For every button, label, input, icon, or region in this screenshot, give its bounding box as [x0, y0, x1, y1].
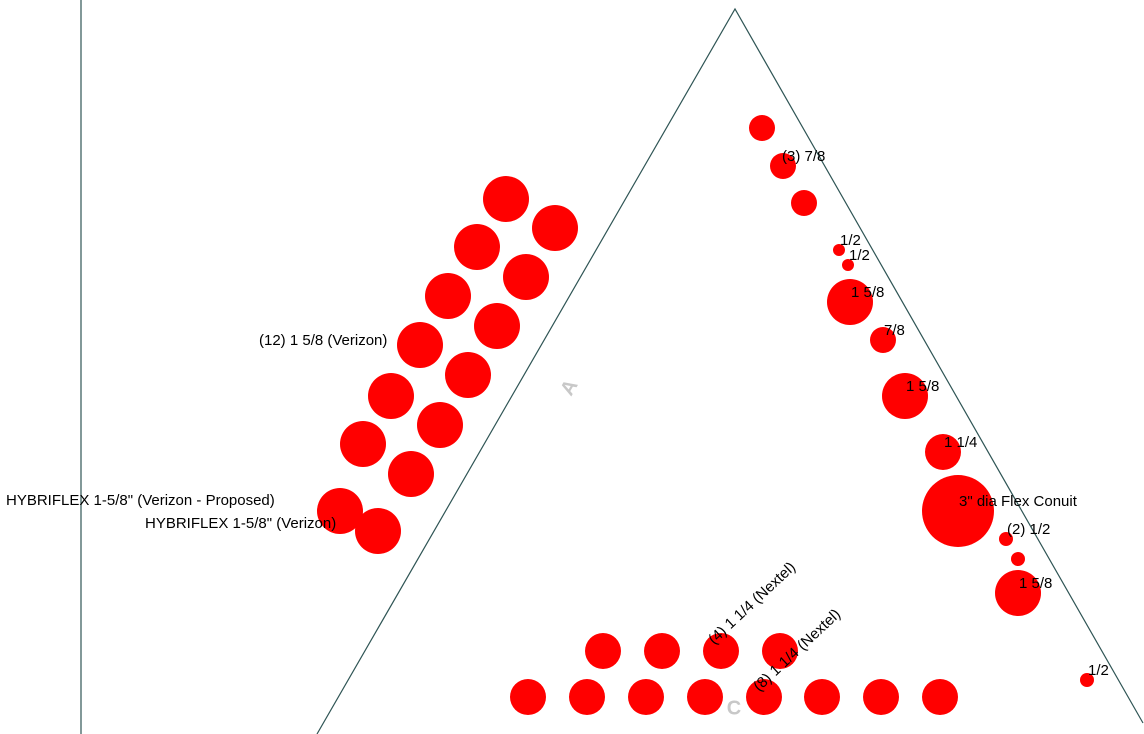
cable-circle [474, 303, 520, 349]
cable-circle [842, 259, 854, 271]
hybriflex-proposed-cable [317, 488, 363, 534]
cable-circle [687, 679, 723, 715]
cable-circle [425, 273, 471, 319]
one-1-4-label: 1 1/4 [944, 434, 977, 451]
cable-circle [1011, 552, 1025, 566]
face-c-cables [510, 633, 958, 715]
hybriflex-existing-label: HYBRIFLEX 1-5/8" (Verizon) [145, 515, 336, 532]
half-label-2: 1/2 [849, 247, 870, 264]
cable-circle [925, 434, 961, 470]
cable-circle [510, 679, 546, 715]
cable-circle [585, 633, 621, 669]
verizon-group-label: (12) 1 5/8 (Verizon) [259, 332, 387, 349]
cable-circle [833, 244, 845, 256]
cable-circle [870, 327, 896, 353]
half-label-1: 1/2 [840, 232, 861, 249]
cable-circle [999, 532, 1013, 546]
seven-8-label: 7/8 [884, 322, 905, 339]
one-5-8-label-b: 1 5/8 [906, 378, 939, 395]
flex-conduit-circle [922, 475, 994, 547]
face-b-cables [749, 115, 1094, 687]
cable-circle [445, 352, 491, 398]
cable-circle [703, 633, 739, 669]
cable-circle [749, 115, 775, 141]
cable-circle [532, 205, 578, 251]
cable-circle [1080, 673, 1094, 687]
cable-circle [569, 679, 605, 715]
cable-circle [762, 633, 798, 669]
cable-circle [827, 279, 873, 325]
cable-circle [483, 176, 529, 222]
cable-circle [995, 570, 1041, 616]
cable-circle [863, 679, 899, 715]
hybriflex-existing-cable [355, 508, 401, 554]
cable-circle [397, 322, 443, 368]
cable-circle [746, 679, 782, 715]
tower-face-outline [316, 7, 1144, 734]
cable-circle [628, 679, 664, 715]
cable-circle [368, 373, 414, 419]
cable-circle [770, 153, 796, 179]
face-a-cables [317, 176, 578, 554]
cable-circle [454, 224, 500, 270]
half-label-3: 1/2 [1088, 662, 1109, 679]
three-7-8-label: (3) 7/8 [782, 148, 825, 165]
cable-circle [644, 633, 680, 669]
cable-circle [882, 373, 928, 419]
cable-circle [503, 254, 549, 300]
hybriflex-proposed-label: HYBRIFLEX 1-5/8" (Verizon - Proposed) [6, 492, 275, 509]
face-c-label: C [727, 697, 741, 719]
cable-circle [417, 402, 463, 448]
face-a-label: A [556, 376, 582, 400]
cable-circle [388, 451, 434, 497]
two-half-label: (2) 1/2 [1007, 521, 1050, 538]
flex-conduit-label: 3" dia Flex Conuit [959, 493, 1078, 510]
cable-circle [340, 421, 386, 467]
one-5-8-label-a: 1 5/8 [851, 284, 884, 301]
cable-circle [791, 190, 817, 216]
cable-circle [804, 679, 840, 715]
cable-circle [922, 679, 958, 715]
one-5-8-label-c: 1 5/8 [1019, 575, 1052, 592]
